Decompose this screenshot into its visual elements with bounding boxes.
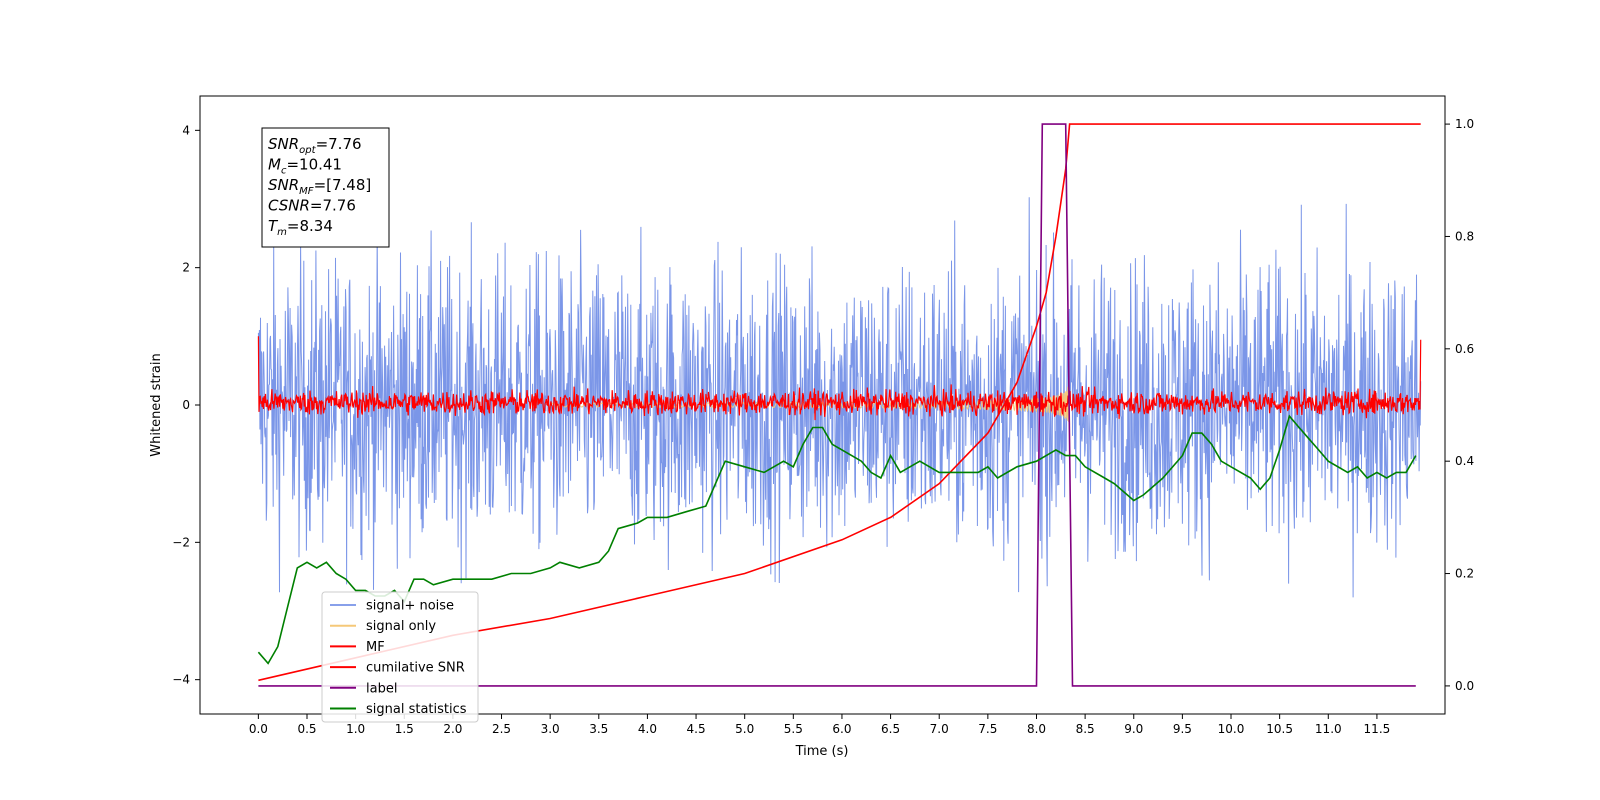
x-tick-label: 10.0 — [1218, 722, 1245, 736]
x-tick-label: 9.5 — [1173, 722, 1192, 736]
info-lines: SNRopt=7.76Mc=10.41SNRMF=[7.48]CSNR=7.76… — [268, 135, 371, 238]
legend-label: signal statistics — [366, 702, 467, 717]
y2-tick-label: 0.6 — [1455, 342, 1474, 356]
x-tick-label: 7.0 — [930, 722, 949, 736]
x-tick-label: 8.5 — [1076, 722, 1095, 736]
legend-label: cumilative SNR — [366, 661, 465, 676]
x-tick-label: 4.5 — [687, 722, 706, 736]
y-axis-label: Whitened strain — [149, 353, 164, 456]
x-tick-label: 1.5 — [395, 722, 414, 736]
x-tick-label: 11.0 — [1315, 722, 1342, 736]
x-tick-label: 6.5 — [881, 722, 900, 736]
series-cumilative-snr — [258, 123, 1421, 682]
info-box: SNRopt=7.76Mc=10.41SNRMF=[7.48]CSNR=7.76… — [261, 127, 390, 248]
x-tick-label: 11.5 — [1364, 722, 1391, 736]
x-tick-label: 5.5 — [784, 722, 803, 736]
x-tick-label: 2.0 — [443, 722, 462, 736]
x-tick-label: 10.5 — [1266, 722, 1293, 736]
y-tick-label: 2 — [182, 261, 190, 275]
y-tick-label: 0 — [182, 398, 190, 412]
legend: signal+ noise signal only MF cumilative SNR… — [321, 591, 479, 723]
x-tick-label: 9.0 — [1124, 722, 1143, 736]
legend-items: signal+ noise signal only MF cumilative SNR… — [330, 599, 467, 717]
x-tick-label: 4.0 — [638, 722, 657, 736]
legend-label: label — [366, 681, 397, 696]
y-tick-label: −2 — [172, 535, 190, 549]
legend-label: MF — [366, 640, 385, 655]
info-box-frame — [261, 127, 390, 248]
y2-tick-label: 0.8 — [1455, 229, 1474, 243]
x-tick-label: 6.0 — [832, 722, 851, 736]
x-tick-label: 0.5 — [297, 722, 316, 736]
x-axis-label: Time (s) — [795, 744, 849, 759]
info-line: Mc=10.41 — [268, 156, 342, 177]
x-tick-label: 5.0 — [735, 722, 754, 736]
series-mf — [257, 336, 1422, 421]
series-layer — [257, 123, 1422, 687]
axes-layer: 0.0 0.5 1.0 1.5 2.0 2.5 3.0 3.5 4.0 4.5 5.0 5.5 6.0 6… — [172, 117, 1474, 736]
x-tick-label: 8.0 — [1027, 722, 1046, 736]
legend-frame — [321, 591, 479, 723]
x-tick-label: 3.0 — [541, 722, 560, 736]
x-tick-label: 1.0 — [346, 722, 365, 736]
y2-tick-label: 1.0 — [1455, 117, 1474, 131]
x-tick-label: 7.5 — [978, 722, 997, 736]
x-tick-label: 2.5 — [492, 722, 511, 736]
y2-tick-label: 0.4 — [1455, 454, 1474, 468]
y2-tick-label: 0.2 — [1455, 567, 1474, 581]
x-tick-label: 3.5 — [589, 722, 608, 736]
series-label — [258, 123, 1416, 687]
legend-label: signal only — [366, 619, 436, 634]
x-tick-label: 0.0 — [249, 722, 268, 736]
info-line: Tm=8.34 — [268, 217, 333, 238]
info-line: CSNR=7.76 — [268, 197, 356, 215]
info-line: SNRopt=7.76 — [268, 135, 362, 156]
y-tick-label: 4 — [182, 123, 190, 137]
series-signal-noise — [257, 197, 1422, 598]
y-tick-label: −4 — [172, 673, 190, 687]
info-line: SNRMF=[7.48] — [268, 176, 371, 197]
y2-tick-label: 0.0 — [1455, 679, 1474, 693]
legend-label: signal+ noise — [366, 599, 454, 614]
